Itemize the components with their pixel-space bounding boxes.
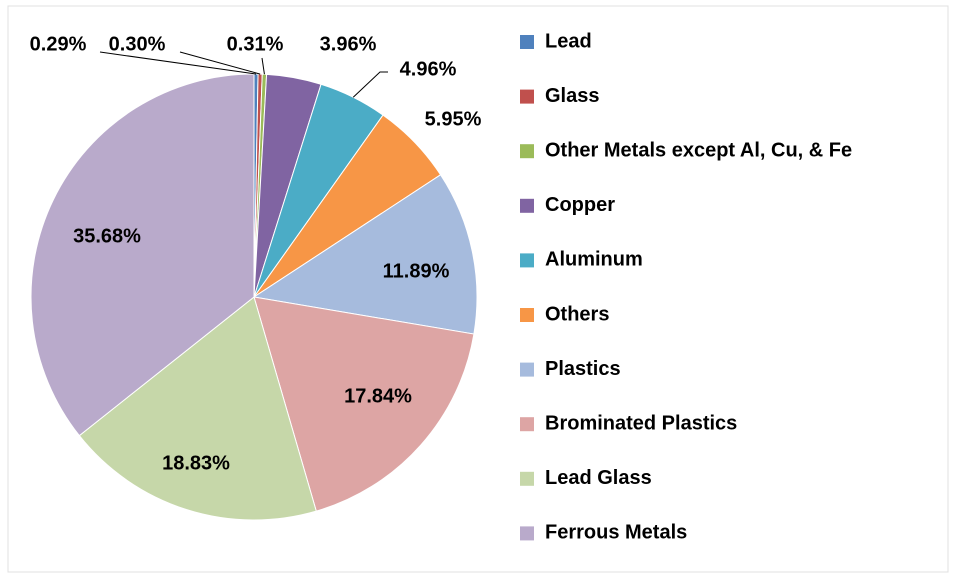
legend-label: Lead xyxy=(545,30,592,52)
leader-line xyxy=(352,71,388,98)
legend-label: Others xyxy=(545,303,609,325)
data-label: 0.31% xyxy=(227,33,284,55)
data-label: 35.68% xyxy=(73,225,141,247)
legend-label: Aluminum xyxy=(545,249,643,271)
data-label: 0.30% xyxy=(109,33,166,55)
legend-swatch xyxy=(520,89,534,104)
data-label: 17.84% xyxy=(344,385,412,407)
leader-line xyxy=(179,51,261,75)
data-label: 0.29% xyxy=(30,33,87,55)
legend-label: Glass xyxy=(545,85,599,107)
pie-slice xyxy=(252,174,478,335)
data-label: 3.96% xyxy=(320,33,377,55)
pie-slice xyxy=(253,296,475,512)
pie-slice xyxy=(78,296,317,521)
leader-line xyxy=(261,57,265,75)
legend-label: Lead Glass xyxy=(545,467,652,489)
legend-swatch xyxy=(520,417,534,432)
legend-swatch xyxy=(520,198,534,213)
pie-slice xyxy=(30,73,255,437)
leader-line xyxy=(99,51,257,75)
legend-label: Copper xyxy=(545,194,615,216)
data-label: 18.83% xyxy=(162,452,230,474)
legend-swatch xyxy=(520,35,534,49)
legend-swatch xyxy=(520,144,534,159)
legend-swatch xyxy=(520,526,534,541)
data-label: 4.96% xyxy=(400,58,457,80)
legend-swatch xyxy=(520,253,534,268)
legend-swatch xyxy=(520,308,534,322)
data-label: 11.89% xyxy=(383,260,450,282)
data-label: 5.95% xyxy=(425,108,482,130)
legend-swatch xyxy=(520,362,534,377)
legend-label: Brominated Plastics xyxy=(545,412,737,434)
legend-label: Ferrous Metals xyxy=(545,522,687,544)
legend-label: Plastics xyxy=(545,358,621,380)
legend-label: Other Metals except Al, Cu, & Fe xyxy=(545,139,852,161)
legend-swatch xyxy=(520,471,534,486)
